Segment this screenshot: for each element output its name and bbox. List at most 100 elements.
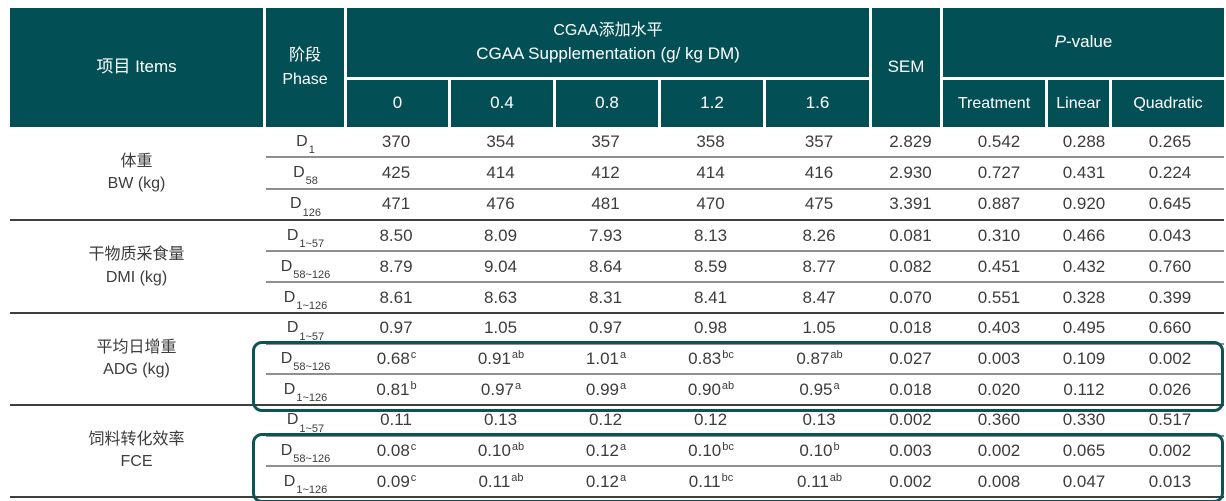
phase-cell: D58~126 — [280, 442, 331, 466]
value-cell: 481 — [591, 194, 620, 214]
linear-label: Linear — [1056, 94, 1101, 112]
value-cell: 8.47 — [802, 287, 836, 307]
sem-cell: 0.027 — [889, 349, 932, 368]
value-cell: 358 — [696, 131, 725, 151]
value-cell: 8.59 — [693, 256, 728, 276]
significance-superscript: ab — [829, 472, 843, 485]
section-label-zh: 体重 — [120, 152, 153, 170]
pvalue-cell: 0.887 — [977, 194, 1021, 214]
significance-superscript: bc — [722, 441, 734, 454]
value-cell: 0.81b — [376, 379, 417, 399]
pvalue-cell: 0.002 — [1148, 349, 1192, 368]
table-row: D1~126 8.61 8.63 8.31 8.41 8.47 0.070 0.551 0.32… — [266, 281, 1224, 312]
significance-superscript: b — [833, 441, 840, 454]
sem-cell: 0.018 — [889, 379, 932, 399]
phase-subscript: 58~126 — [293, 268, 331, 281]
value-cell: 0.11ab — [796, 471, 843, 491]
table-row: D1~57 8.50 8.09 7.93 8.13 8.26 0.081 0.310 0.466… — [266, 221, 1224, 250]
pvalue-cell: 0.002 — [977, 441, 1021, 460]
value-cell: 0.12a — [585, 441, 627, 460]
value-cell: 425 — [381, 162, 411, 182]
pvalue-cell: 0.330 — [1062, 410, 1106, 430]
value-cell: 7.93 — [588, 225, 623, 245]
value-cell: 412 — [591, 162, 620, 182]
value-cell: 1.05 — [483, 318, 518, 338]
col-header-dose-1-2: 1.2 — [661, 80, 763, 127]
sem-cell: 0.018 — [889, 318, 932, 338]
value-cell: 471 — [381, 194, 411, 214]
section-divider — [10, 219, 1224, 221]
value-cell: 0.98 — [693, 318, 728, 338]
table-row-highlighted: D1~126 0.81b 0.97a 0.99a 0.90ab 0.95a 0.018 0.0… — [266, 373, 1224, 404]
col-header-treatment: Treatment — [943, 80, 1045, 127]
value-cell: 0.97 — [588, 318, 623, 338]
cgaa-group-label-zh: CGAA添加水平 — [553, 21, 663, 39]
significance-superscript: a — [833, 380, 840, 393]
col-header-quadratic: Quadratic — [1112, 80, 1224, 127]
dose-label: 1.2 — [700, 93, 724, 113]
pvalue-cell: 0.265 — [1148, 131, 1192, 151]
phase-subscript: 1~126 — [296, 483, 328, 496]
treatment-label: Treatment — [957, 94, 1031, 112]
value-cell: 0.13 — [802, 410, 836, 430]
col-header-items-label: 项目 Items — [96, 57, 177, 77]
phase-cell: D1~126 — [283, 288, 328, 312]
phase-cell: D1 — [296, 132, 315, 156]
sem-cell: 2.930 — [889, 162, 932, 182]
value-cell: 8.64 — [588, 256, 623, 276]
phase-cell: D126 — [290, 195, 321, 219]
pvalue-cell: 0.517 — [1148, 410, 1192, 430]
value-cell: 0.97a — [480, 379, 522, 399]
section-label-en: ADG (kg) — [103, 361, 170, 378]
phase-label-en: Phase — [282, 70, 328, 88]
dose-label: 0 — [392, 93, 403, 113]
pvalue-rest: -value — [1066, 32, 1113, 52]
pvalue-cell: 0.360 — [977, 410, 1021, 430]
value-cell: 8.63 — [483, 287, 518, 307]
col-header-sem: SEM — [872, 8, 940, 127]
quadratic-label: Quadratic — [1133, 94, 1203, 112]
pvalue-cell: 0.399 — [1148, 287, 1192, 307]
pvalue-cell: 0.466 — [1062, 225, 1106, 245]
table-row: D126 471 476 481 470 475 3.391 0.887 0.920 0.645 — [266, 187, 1224, 219]
value-cell: 1.01a — [585, 349, 627, 368]
value-cell: 0.12 — [588, 410, 623, 430]
value-cell: 0.12 — [693, 410, 728, 430]
significance-superscript: b — [410, 380, 417, 393]
value-cell: 8.26 — [802, 225, 836, 245]
significance-superscript: c — [410, 349, 417, 362]
col-header-dose-0-4: 0.4 — [451, 80, 553, 127]
value-cell: 0.90ab — [687, 379, 735, 399]
phase-label-zh: 阶段 — [288, 47, 321, 65]
significance-superscript: c — [410, 441, 417, 454]
value-cell: 8.79 — [379, 256, 413, 276]
table-bottom-rule — [10, 496, 1224, 498]
table-row-highlighted: D1~126 0.09c 0.11ab 0.12a 0.11bc 0.11ab 0.002 0… — [266, 465, 1224, 496]
section-rows: D1~57 0.11 0.13 0.12 0.12 0.13 0.002 0.360 0.330… — [266, 406, 1224, 496]
value-cell: 0.91ab — [477, 349, 525, 368]
significance-superscript: ab — [721, 380, 735, 393]
value-cell: 470 — [696, 194, 725, 214]
pvalue-cell: 0.112 — [1063, 379, 1105, 399]
value-cell: 0.10ab — [477, 441, 525, 460]
value-cell: 0.10bc — [688, 441, 734, 460]
pvalue-cell: 0.660 — [1148, 318, 1192, 338]
pvalue-cell: 0.043 — [1148, 225, 1192, 245]
significance-superscript: ab — [830, 349, 843, 362]
value-cell: 0.13 — [483, 410, 518, 430]
sem-cell: 0.070 — [889, 287, 932, 307]
value-cell: 9.04 — [483, 256, 518, 276]
pvalue-cell: 0.727 — [977, 162, 1021, 182]
cgaa-group-label-en: CGAA Supplementation (g/ kg DM) — [476, 43, 740, 63]
sem-cell: 3.391 — [889, 194, 932, 214]
value-cell: 0.09c — [376, 471, 417, 491]
sem-cell: 2.829 — [889, 131, 932, 151]
section-rows: D1~57 8.50 8.09 7.93 8.13 8.26 0.081 0.310 0.466… — [266, 221, 1224, 312]
col-header-pvalue-group: P-value — [943, 8, 1224, 77]
col-header-phase: 阶段 Phase — [266, 8, 344, 127]
pvalue-cell: 0.495 — [1062, 318, 1106, 338]
col-header-items: 项目 Items — [10, 8, 263, 127]
phase-cell: D58~126 — [280, 257, 331, 281]
section-label-en: BW (kg) — [107, 175, 166, 192]
